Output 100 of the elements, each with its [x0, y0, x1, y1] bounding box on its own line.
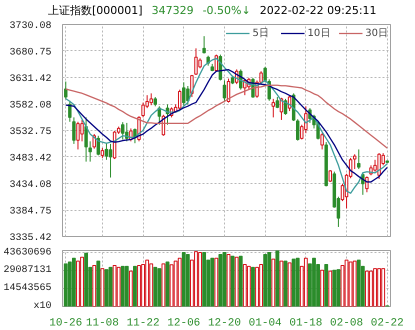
candlestick	[320, 132, 324, 150]
bar	[186, 254, 190, 306]
candlestick	[272, 98, 276, 118]
y-tick-label: 14543565	[3, 283, 52, 294]
y-tick-label: 43630696	[3, 247, 52, 258]
bar	[68, 261, 72, 306]
candlestick	[222, 80, 226, 102]
text: 347329	[152, 3, 194, 19]
bar	[259, 264, 264, 306]
bar	[214, 258, 218, 306]
bar	[104, 269, 108, 306]
legend-label: 5日	[252, 27, 270, 40]
bar	[304, 258, 308, 306]
bar	[202, 252, 206, 306]
bar	[251, 266, 255, 306]
bar	[133, 266, 137, 306]
candlestick	[202, 36, 206, 54]
bar	[369, 270, 373, 306]
bar	[108, 266, 112, 306]
bar	[182, 252, 186, 306]
y-tick-label: x10	[33, 301, 52, 312]
y-tick-label: 3680.75	[9, 48, 52, 58]
bar	[320, 270, 324, 306]
bar	[230, 256, 235, 306]
bar	[332, 270, 336, 306]
candlestick	[84, 116, 88, 162]
bar	[348, 261, 353, 306]
bar	[296, 258, 300, 306]
bar	[373, 268, 377, 306]
bar	[166, 261, 170, 306]
bar	[324, 264, 328, 306]
x-tick-label: 11-22	[126, 318, 160, 330]
bar	[149, 263, 154, 306]
bar	[222, 252, 226, 306]
candlestick	[357, 148, 360, 170]
bar	[275, 250, 280, 306]
x-tick-label: 10-26	[49, 318, 82, 330]
x-tick-label: 01-18	[289, 318, 322, 330]
candlestick	[149, 92, 153, 106]
x-tick-label: 01-04	[248, 318, 282, 330]
y-tick-label: 3335.42	[9, 233, 52, 244]
bar	[157, 268, 162, 306]
bar	[280, 260, 284, 306]
bar	[263, 254, 268, 306]
bar	[153, 266, 158, 306]
candlestick	[186, 85, 190, 105]
bar	[145, 260, 150, 306]
y-tick-label: 3434.08	[9, 180, 52, 192]
bar	[178, 258, 182, 306]
bar	[80, 256, 84, 306]
bar	[84, 252, 88, 306]
text: -0.50%↓	[202, 3, 251, 19]
bar	[96, 260, 100, 306]
chart-title: 上证指数[000001]	[48, 3, 143, 19]
bar	[352, 260, 357, 306]
legend-label: 10日	[308, 27, 330, 40]
bar	[292, 258, 296, 306]
bar	[234, 256, 239, 306]
bar	[194, 251, 198, 306]
y-tick-label: 3631.42	[9, 74, 52, 85]
bar	[271, 258, 276, 306]
bar	[137, 265, 141, 306]
bar	[120, 266, 125, 306]
bar	[210, 258, 214, 306]
candlestick	[80, 119, 84, 142]
candlestick	[280, 97, 284, 120]
candlestick	[154, 96, 158, 107]
legend-label: 30日	[365, 27, 388, 40]
y-tick-label: 3730.08	[9, 21, 52, 32]
bar	[336, 269, 340, 306]
bar	[381, 268, 386, 306]
bar	[328, 270, 332, 306]
candlestick	[64, 81, 68, 100]
candlestick	[96, 135, 100, 156]
bar	[377, 268, 382, 306]
bar	[112, 265, 117, 306]
candlestick	[182, 82, 186, 107]
y-tick-label: 3582.08	[9, 100, 52, 112]
bar	[72, 258, 76, 306]
y-tick-label: 3384.75	[9, 206, 52, 218]
candlestick	[100, 147, 104, 158]
bar	[246, 266, 251, 306]
y-tick-label: 3483.42	[9, 154, 52, 164]
bar	[284, 260, 288, 306]
candlestick	[104, 142, 108, 160]
bar	[356, 260, 361, 306]
bar	[92, 265, 96, 306]
bar	[218, 254, 222, 306]
bar	[242, 264, 247, 306]
candlestick	[121, 122, 124, 140]
candlestick	[178, 89, 182, 110]
x-tick-label: 12-20	[208, 318, 241, 330]
bar	[267, 252, 272, 306]
bar	[124, 266, 129, 306]
x-tick-label: 12-06	[167, 318, 200, 330]
bar	[255, 266, 259, 306]
x-tick-label: 11-08	[86, 318, 119, 330]
bar	[364, 270, 369, 306]
candlestick	[108, 143, 112, 178]
bar	[128, 270, 133, 306]
